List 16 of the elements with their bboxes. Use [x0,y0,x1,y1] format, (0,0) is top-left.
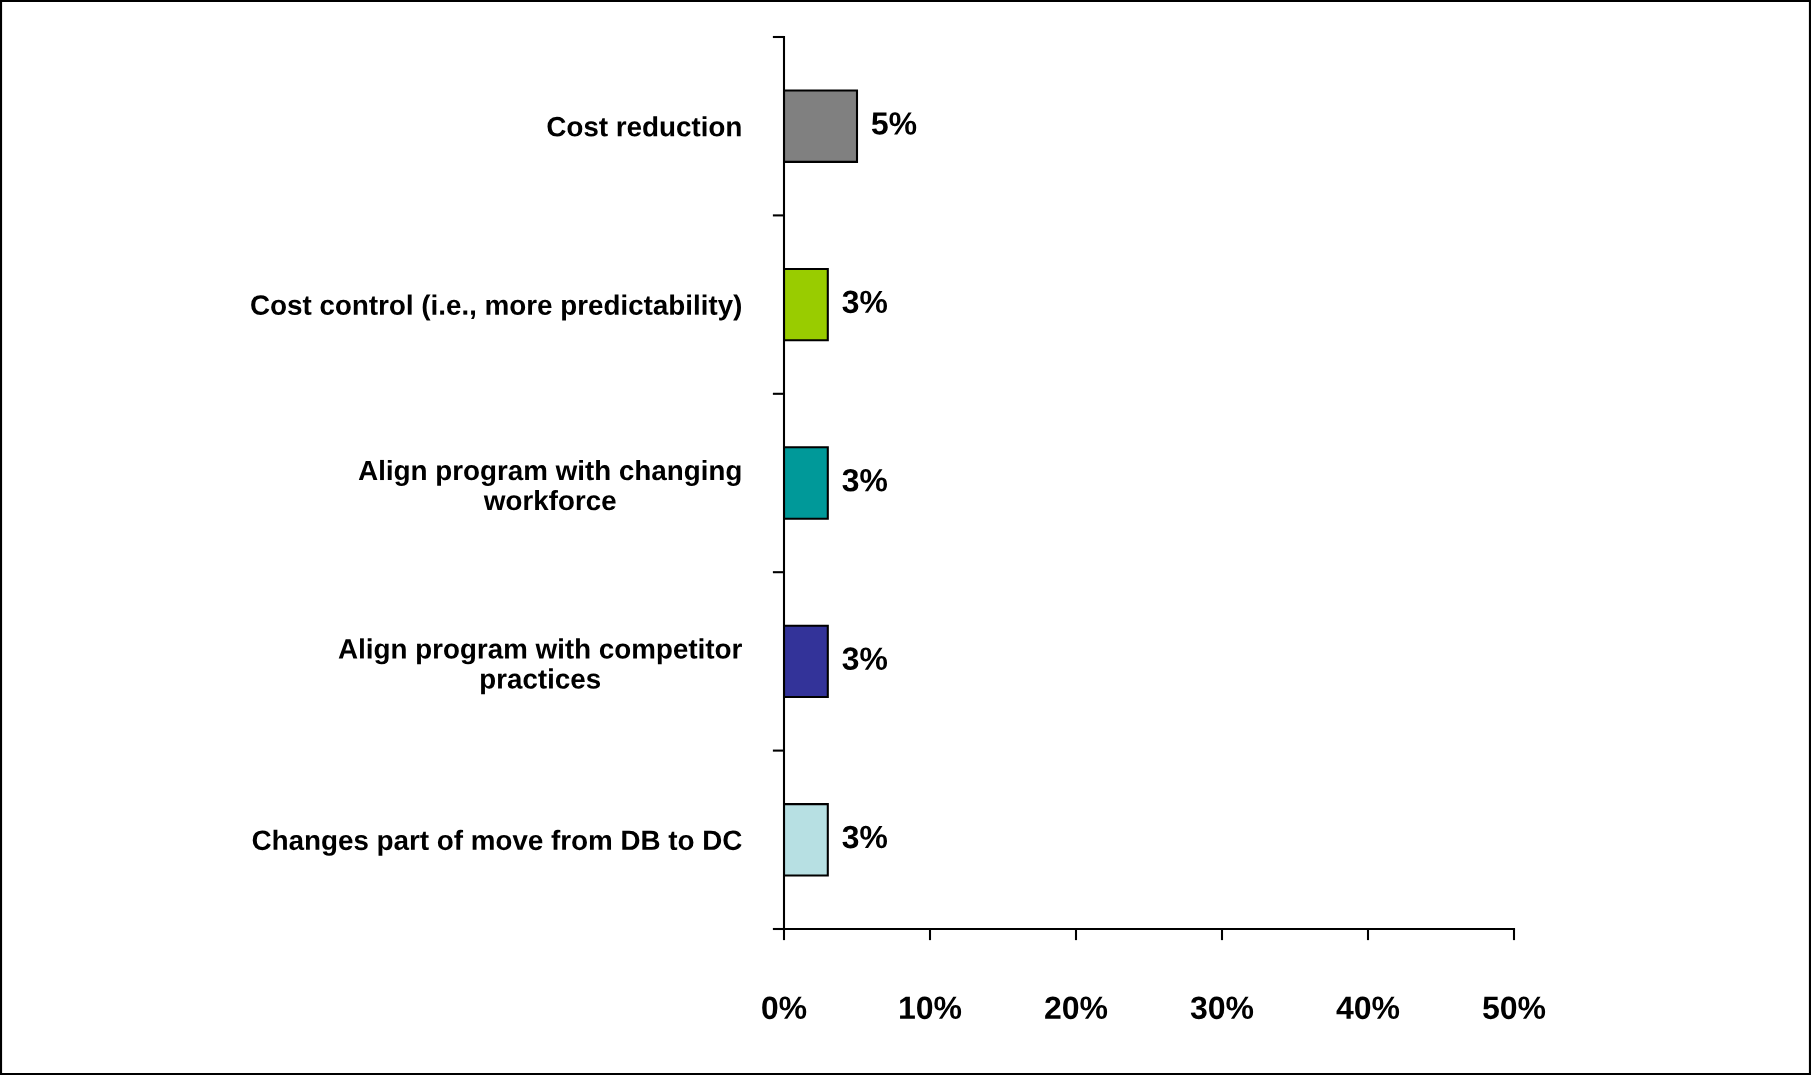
y-tick-label: Align program with competitor practices [338,638,742,695]
data-label: 3% [842,825,888,849]
x-tick-label: 10% [900,996,962,1020]
y-tick-label: Cost control (i.e., more predictability) [251,294,741,321]
x-tick-label: 0% [762,996,807,1020]
data-label: 3% [842,290,888,314]
data-label: 3% [842,468,888,492]
x-tick-label: 50% [1483,996,1546,1020]
y-tick-label: Align program with changing workforce [358,459,741,511]
y-tick-label: Cost reduction [547,116,741,137]
data-label: 5% [871,112,917,135]
x-tick-label: 40% [1336,996,1400,1020]
y-tick-label: Changes part of move from DB to DC [252,829,742,856]
x-tick-label: 20% [1045,996,1108,1020]
data-label: 3% [842,647,888,671]
x-tick-label: 30% [1190,996,1254,1020]
